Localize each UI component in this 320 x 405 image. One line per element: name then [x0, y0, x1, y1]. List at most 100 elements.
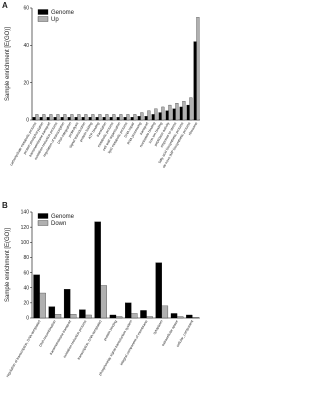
x-tick-label: protein binding: [103, 319, 118, 341]
bar: [60, 117, 64, 121]
bar: [91, 114, 95, 121]
panel-label: B: [2, 201, 8, 210]
bar: [119, 114, 123, 121]
bar: [140, 310, 147, 319]
bar: [154, 108, 158, 121]
y-tick-label: 60: [23, 6, 29, 12]
bar: [175, 103, 179, 121]
bar: [130, 117, 134, 121]
bar: [133, 114, 137, 121]
bar: [137, 116, 141, 121]
x-tick-label: transport: [139, 121, 149, 135]
bar: [168, 104, 172, 121]
bar: [39, 117, 43, 121]
bar: [79, 309, 86, 319]
bar: [74, 117, 78, 121]
bar: [112, 114, 116, 121]
bar: [53, 117, 57, 121]
bar: [161, 106, 165, 121]
bar: [39, 292, 46, 319]
bar: [186, 104, 190, 121]
bar: [102, 117, 106, 121]
bar: [196, 17, 200, 121]
bar: [155, 262, 162, 319]
bar: [147, 110, 151, 121]
bar: [125, 302, 132, 319]
x-tick-label: translation: [96, 121, 108, 137]
bar: [85, 314, 92, 319]
bar: [182, 101, 186, 121]
x-tick-label: regulation of transcription, DNA-templat…: [5, 319, 41, 377]
y-tick-label: 100: [21, 240, 30, 246]
bar: [63, 289, 71, 319]
x-tick-label: carbohydrate metabolic process: [9, 121, 37, 166]
x-tick-label: integral component of membrane: [119, 319, 148, 366]
y-tick-label: 40: [23, 285, 29, 291]
bar: [67, 117, 71, 121]
bar: [126, 114, 130, 121]
legend-swatch: [37, 16, 49, 22]
legend-label: Genome: [51, 214, 75, 220]
bar: [94, 221, 101, 319]
bar: [170, 313, 178, 319]
bar: [158, 112, 162, 121]
bar: [131, 313, 138, 319]
bar: [100, 285, 107, 319]
bar: [144, 116, 148, 121]
bar: [98, 114, 102, 121]
bar: [77, 114, 81, 121]
bar: [56, 114, 60, 121]
legend-label: Down: [51, 221, 66, 227]
bar: [95, 117, 99, 121]
y-tick-label: 80: [23, 255, 29, 261]
bar: [46, 117, 50, 121]
panel-label: A: [2, 1, 8, 10]
bar: [35, 114, 39, 121]
bar: [193, 41, 197, 121]
bar: [81, 117, 85, 121]
bar: [115, 316, 123, 319]
bar: [186, 314, 193, 319]
y-tick-label: 20: [23, 301, 29, 307]
bar: [151, 114, 155, 121]
legend-swatch: [37, 9, 49, 15]
x-tick-label: proteolysis: [68, 121, 80, 138]
y-tick-label: 60: [23, 270, 29, 276]
y-tick-label: 120: [21, 225, 30, 231]
x-tick-label: cytoplasm: [152, 319, 163, 335]
figure: A Sample enrichment [E(GO)] 0 20 40 60 carbohy…: [2, 1, 200, 378]
bar: [116, 117, 120, 121]
y-tick-label: 20: [23, 80, 29, 86]
bar: [70, 314, 77, 319]
y-tick-label: 0: [26, 316, 29, 322]
y-axis-label: Sample enrichment [E(GO)]: [5, 27, 11, 101]
y-tick-label: 0: [26, 118, 29, 124]
bar: [192, 317, 199, 319]
bar: [176, 316, 184, 319]
bar: [48, 306, 56, 319]
bar: [140, 112, 144, 121]
bar: [189, 97, 193, 121]
legend-label: Genome: [51, 10, 75, 16]
bar: [32, 117, 36, 121]
bar: [84, 114, 88, 121]
legend-swatch: [37, 220, 49, 226]
legend-swatch: [37, 213, 49, 219]
bar: [146, 316, 153, 319]
y-axis-label: Sample enrichment [E(GO)]: [5, 228, 11, 302]
bar: [54, 314, 62, 319]
bar: [33, 274, 40, 319]
bar: [63, 114, 67, 121]
bar: [49, 114, 53, 121]
bar: [165, 110, 169, 121]
bar: [42, 114, 46, 121]
bar: [161, 305, 169, 319]
bar: [172, 108, 176, 121]
y-tick-label: 40: [23, 43, 29, 49]
x-tick-label: ribosome: [188, 121, 199, 136]
bar: [70, 114, 74, 121]
bar: [179, 106, 183, 121]
bar: [123, 117, 127, 121]
bar: [88, 117, 92, 121]
bar: [105, 114, 109, 121]
